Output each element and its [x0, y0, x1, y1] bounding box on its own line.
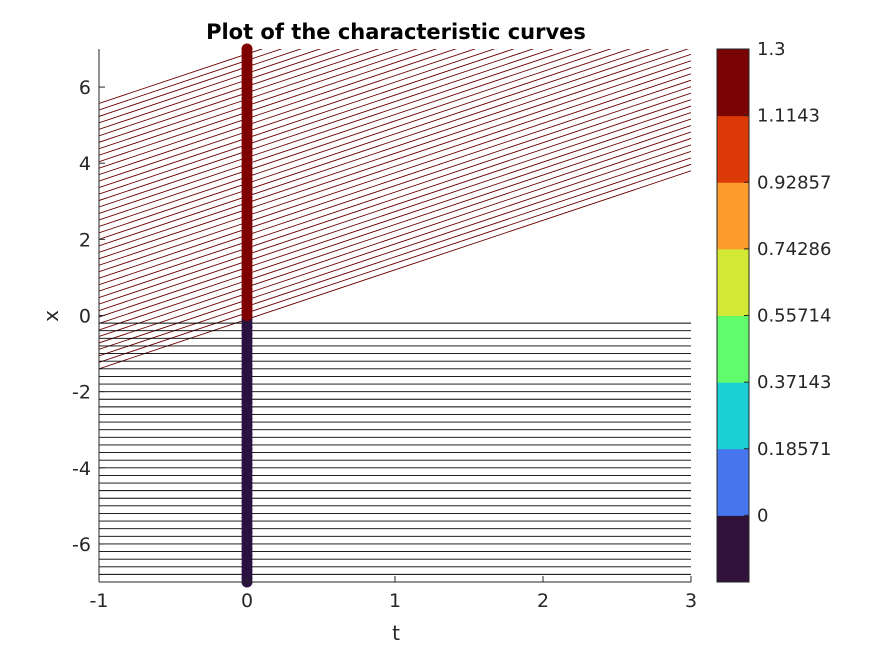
colorbar-segment [717, 49, 749, 117]
x-axis-label: t [392, 621, 400, 645]
initial-marker [241, 43, 253, 55]
colorbar-segment [717, 115, 749, 183]
y-tick-label: 2 [79, 229, 91, 251]
colorbar: 1.3 1.1143 0.92857 0.74286 0.55714 0.37143 0.1… [716, 39, 831, 583]
characteristic-line-upper [99, 49, 651, 234]
colorbar-segment [717, 315, 749, 383]
characteristic-line-upper [99, 105, 691, 305]
characteristic-line-upper [99, 150, 691, 350]
colorbar-tick-label: 0.92857 [757, 172, 831, 193]
initial-markers [241, 43, 253, 588]
y-tick-label: -6 [72, 534, 91, 556]
characteristic-line-upper [99, 49, 477, 176]
y-tick-label: 6 [79, 77, 91, 99]
colorbar-tick-label: 0 [757, 505, 768, 526]
x-tick-label: 1 [389, 590, 401, 612]
characteristic-line-upper [99, 99, 691, 299]
x-tick-label: -1 [90, 590, 109, 612]
characteristic-line-upper [99, 49, 380, 143]
characteristic-line-upper [99, 49, 399, 150]
colorbar-tick-label: 0.74286 [757, 239, 831, 260]
characteristic-line-upper [99, 49, 438, 163]
colorbar-segment [717, 182, 749, 250]
colorbar-tick-label: 0.55714 [757, 306, 831, 327]
x-tick-label: 2 [537, 590, 549, 612]
y-tick-label: -2 [72, 382, 91, 404]
y-axis-label: x [39, 310, 63, 322]
characteristic-line-upper [99, 49, 302, 117]
plot-curves [99, 49, 691, 582]
characteristic-line-upper [99, 60, 691, 260]
characteristic-line-upper [99, 49, 457, 169]
y-tick-label: 4 [79, 153, 91, 175]
characteristic-line-upper [99, 49, 419, 156]
characteristic-line-upper [99, 49, 670, 240]
colorbar-tick-label: 1.3 [757, 39, 786, 60]
axes: -1 0 1 2 3 -6 -4 -2 0 2 4 6 [72, 49, 697, 612]
characteristic-line-upper [99, 49, 593, 214]
characteristic-line-upper [99, 112, 691, 311]
characteristic-line-upper [99, 66, 691, 266]
colorbar-tick-label: 1.1143 [757, 106, 820, 127]
characteristic-line-upper [99, 118, 691, 318]
characteristic-line-upper [99, 49, 554, 201]
characteristic-line-upper [99, 49, 690, 247]
characteristic-line-upper [99, 49, 360, 137]
characteristic-line-upper [99, 49, 573, 208]
colorbar-segment [717, 448, 749, 516]
characteristic-line-upper [99, 144, 691, 344]
characteristic-line-upper [99, 49, 535, 195]
characteristic-line-upper [99, 49, 264, 104]
characteristic-line-upper [99, 79, 691, 279]
colorbar-segment [717, 515, 749, 583]
characteristic-line-upper [99, 49, 341, 130]
characteristic-line-upper [99, 49, 322, 124]
characteristic-line-upper [99, 73, 691, 273]
characteristic-line-upper [99, 92, 691, 292]
characteristic-line-upper [99, 86, 691, 286]
characteristic-line-upper [99, 138, 691, 337]
characteristic-line-upper [99, 49, 631, 227]
characteristic-line-upper [99, 49, 496, 182]
colorbar-tick-label: 0.37143 [757, 372, 831, 393]
y-tick-label: 0 [79, 306, 91, 328]
chart-title: Plot of the characteristic curves [206, 20, 586, 44]
characteristic-line-upper [99, 53, 691, 253]
colorbar-segment [717, 248, 749, 316]
plot-area [99, 43, 691, 588]
colorbar-tick-label: 0.18571 [757, 439, 831, 460]
colorbar-segment [717, 382, 749, 450]
characteristic-line-upper [99, 49, 283, 111]
characteristic-line-upper [99, 49, 612, 221]
characteristic-line-upper [99, 49, 515, 189]
characteristic-line-upper [99, 125, 691, 324]
x-tick-label: 3 [685, 590, 697, 612]
x-tick-label: 0 [241, 590, 253, 612]
characteristic-line-upper [99, 163, 691, 363]
characteristic-line-upper [99, 131, 691, 331]
y-tick-label: -4 [72, 458, 91, 480]
characteristic-line-upper [99, 170, 691, 370]
